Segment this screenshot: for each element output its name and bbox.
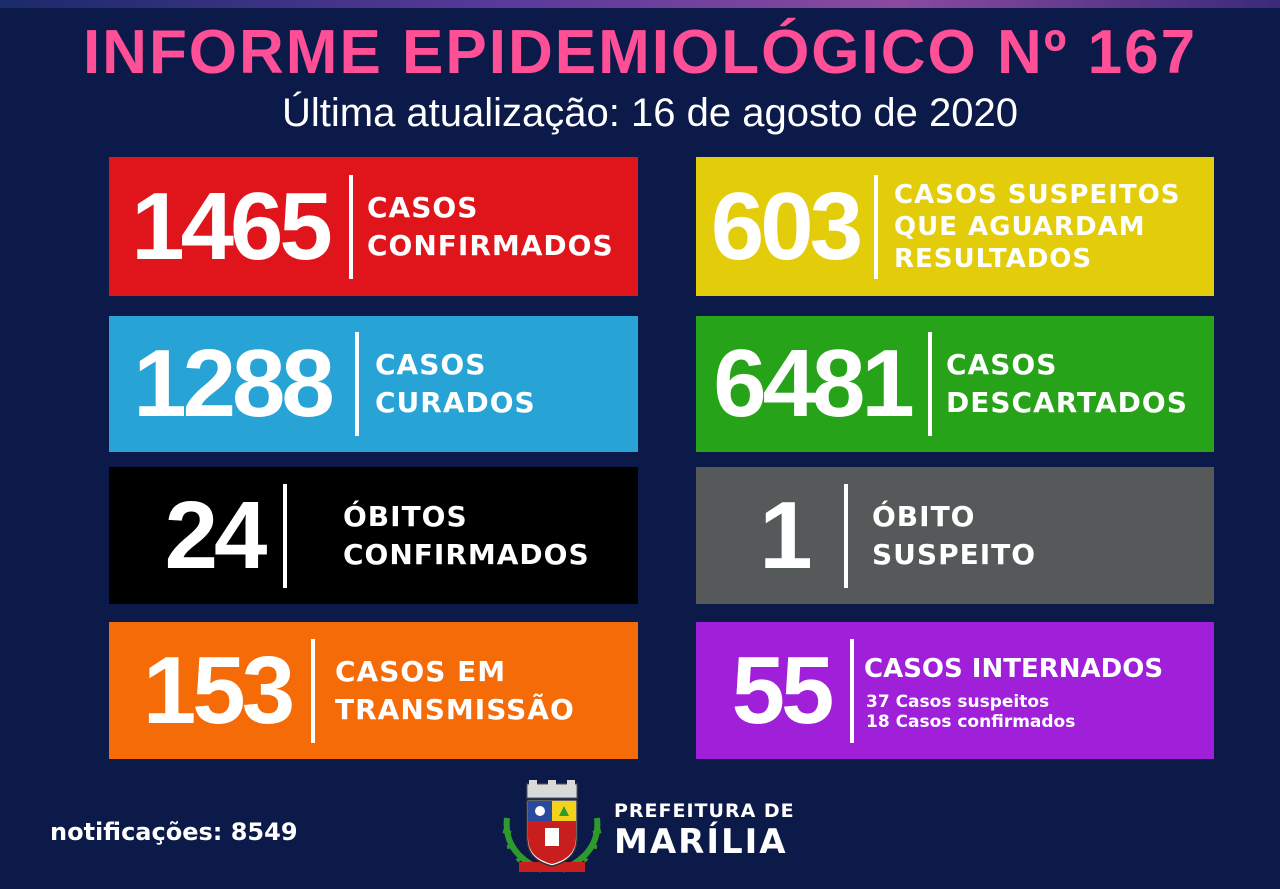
hospitalized-suspected-detail: 37 Casos suspeitos — [866, 691, 1050, 712]
hospitalized-cases-value: 55 — [731, 636, 835, 744]
suspected-death-card: 1 ÓBITO SUSPEITO — [696, 467, 1214, 604]
suspected-awaiting-label: CASOS SUSPEITOS QUE AGUARDAM RESULTADOS — [894, 179, 1181, 274]
confirmed-cases-label: CASOS CONFIRMADOS — [367, 190, 614, 262]
cured-cases-card: 1288 CASOS CURADOS — [109, 316, 638, 452]
municipal-crest-icon — [497, 778, 607, 878]
confirmed-cases-card: 1465 CASOS CONFIRMADOS — [109, 157, 638, 296]
card-divider — [283, 483, 287, 588]
transmission-cases-card: 153 CASOS EM TRANSMISSÃO — [109, 622, 638, 759]
discarded-cases-card: 6481 CASOS DESCARTADOS — [696, 316, 1214, 452]
brand-line-2: MARÍLIA — [614, 822, 788, 862]
confirmed-cases-value: 1465 — [131, 172, 333, 280]
confirmed-deaths-card: 24 ÓBITOS CONFIRMADOS — [109, 467, 638, 604]
card-divider — [928, 332, 932, 436]
card-divider — [355, 332, 359, 436]
top-decorative-strip — [0, 0, 1280, 8]
suspected-awaiting-card: 603 CASOS SUSPEITOS QUE AGUARDAM RESULTA… — [696, 157, 1214, 296]
card-divider — [844, 483, 848, 588]
confirmed-deaths-label: ÓBITOS CONFIRMADOS — [343, 499, 590, 571]
hospitalized-cases-label: CASOS INTERNADOS — [864, 653, 1164, 684]
card-divider — [349, 174, 353, 279]
card-divider — [874, 174, 878, 279]
notifications-count: notificações: 8549 — [50, 818, 298, 846]
brand-line-1: PREFEITURA DE — [614, 800, 795, 822]
hospitalized-confirmed-detail: 18 Casos confirmados — [866, 711, 1076, 732]
card-divider — [850, 638, 854, 743]
suspected-awaiting-value: 603 — [710, 172, 863, 280]
cured-cases-value: 1288 — [133, 330, 335, 437]
page-title: INFORME EPIDEMIOLÓGICO Nº 167 — [82, 18, 1198, 87]
suspected-death-value: 1 — [759, 481, 812, 589]
discarded-cases-value: 6481 — [713, 330, 915, 437]
hospitalized-cases-text: CASOS INTERNADOS 37 Casos suspeitos 18 C… — [864, 650, 1163, 732]
last-update-text: Última atualização: 16 de agosto de 2020 — [281, 91, 1019, 135]
city-hall-brand: PREFEITURA DE MARÍLIA — [614, 800, 795, 862]
transmission-cases-label: CASOS EM TRANSMISSÃO — [335, 654, 575, 726]
cured-cases-label: CASOS CURADOS — [375, 348, 536, 419]
hospitalized-cases-card: 55 CASOS INTERNADOS 37 Casos suspeitos 1… — [696, 622, 1214, 759]
discarded-cases-label: CASOS DESCARTADOS — [946, 348, 1188, 419]
confirmed-deaths-value: 24 — [164, 481, 268, 589]
transmission-cases-value: 153 — [142, 636, 295, 744]
card-divider — [311, 638, 315, 743]
suspected-death-label: ÓBITO SUSPEITO — [872, 499, 1037, 571]
